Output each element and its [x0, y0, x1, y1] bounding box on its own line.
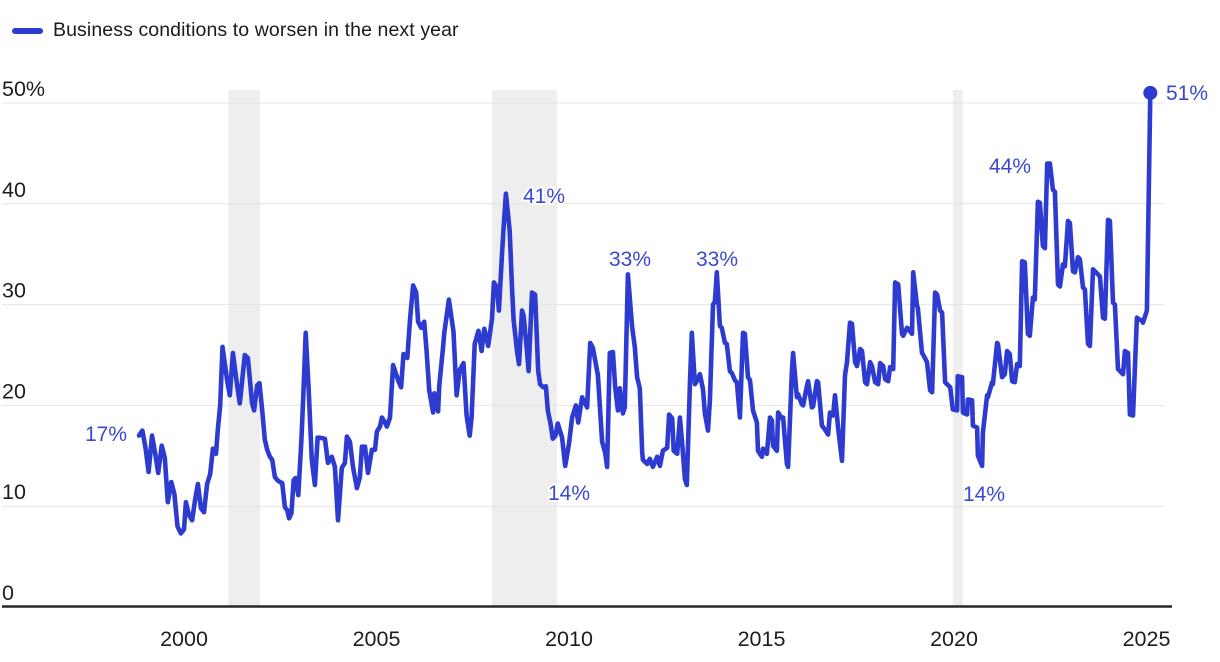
latest-value-dot	[1143, 85, 1158, 100]
axis-tick-labels: 0 10 20 30 40 50% 2000 2005 2010 2015 2020 2025	[2, 77, 1170, 651]
value-annotations: 17% 41% 14% 33% 33% 14% 44% 51%	[83, 80, 1210, 508]
annotation-label: 14%	[963, 483, 1005, 506]
y-tick-label: 50%	[2, 77, 45, 101]
recession-band	[228, 90, 260, 607]
y-tick-label: 10	[2, 480, 26, 504]
annotation-label: 14%	[548, 482, 590, 505]
x-tick-label: 2020	[930, 627, 978, 651]
annotation-label: 33%	[609, 248, 651, 271]
x-tick-label: 2015	[738, 627, 786, 651]
x-tick-label: 2010	[545, 627, 593, 651]
series-line	[136, 90, 1153, 536]
x-tick-label: 2005	[353, 627, 401, 651]
annotation-label: 41%	[523, 185, 565, 208]
annotation-label: 33%	[696, 248, 738, 271]
legend-line-swatch	[12, 27, 43, 34]
series-lines	[136, 85, 1158, 536]
y-tick-label: 0	[2, 581, 14, 605]
recession-band	[952, 90, 963, 607]
legend: Business conditions to worsen in the nex…	[12, 19, 459, 42]
annotation-label: 51%	[1166, 82, 1208, 105]
y-tick-label: 20	[2, 379, 26, 403]
y-tick-label: 30	[2, 279, 26, 303]
x-tick-label: 2000	[160, 627, 208, 651]
legend-label: Business conditions to worsen in the nex…	[53, 19, 459, 41]
annotation-label: 44%	[989, 155, 1031, 178]
x-tick-label: 2025	[1123, 627, 1171, 651]
y-tick-label: 40	[2, 178, 26, 202]
annotation-label: 17%	[85, 423, 127, 446]
